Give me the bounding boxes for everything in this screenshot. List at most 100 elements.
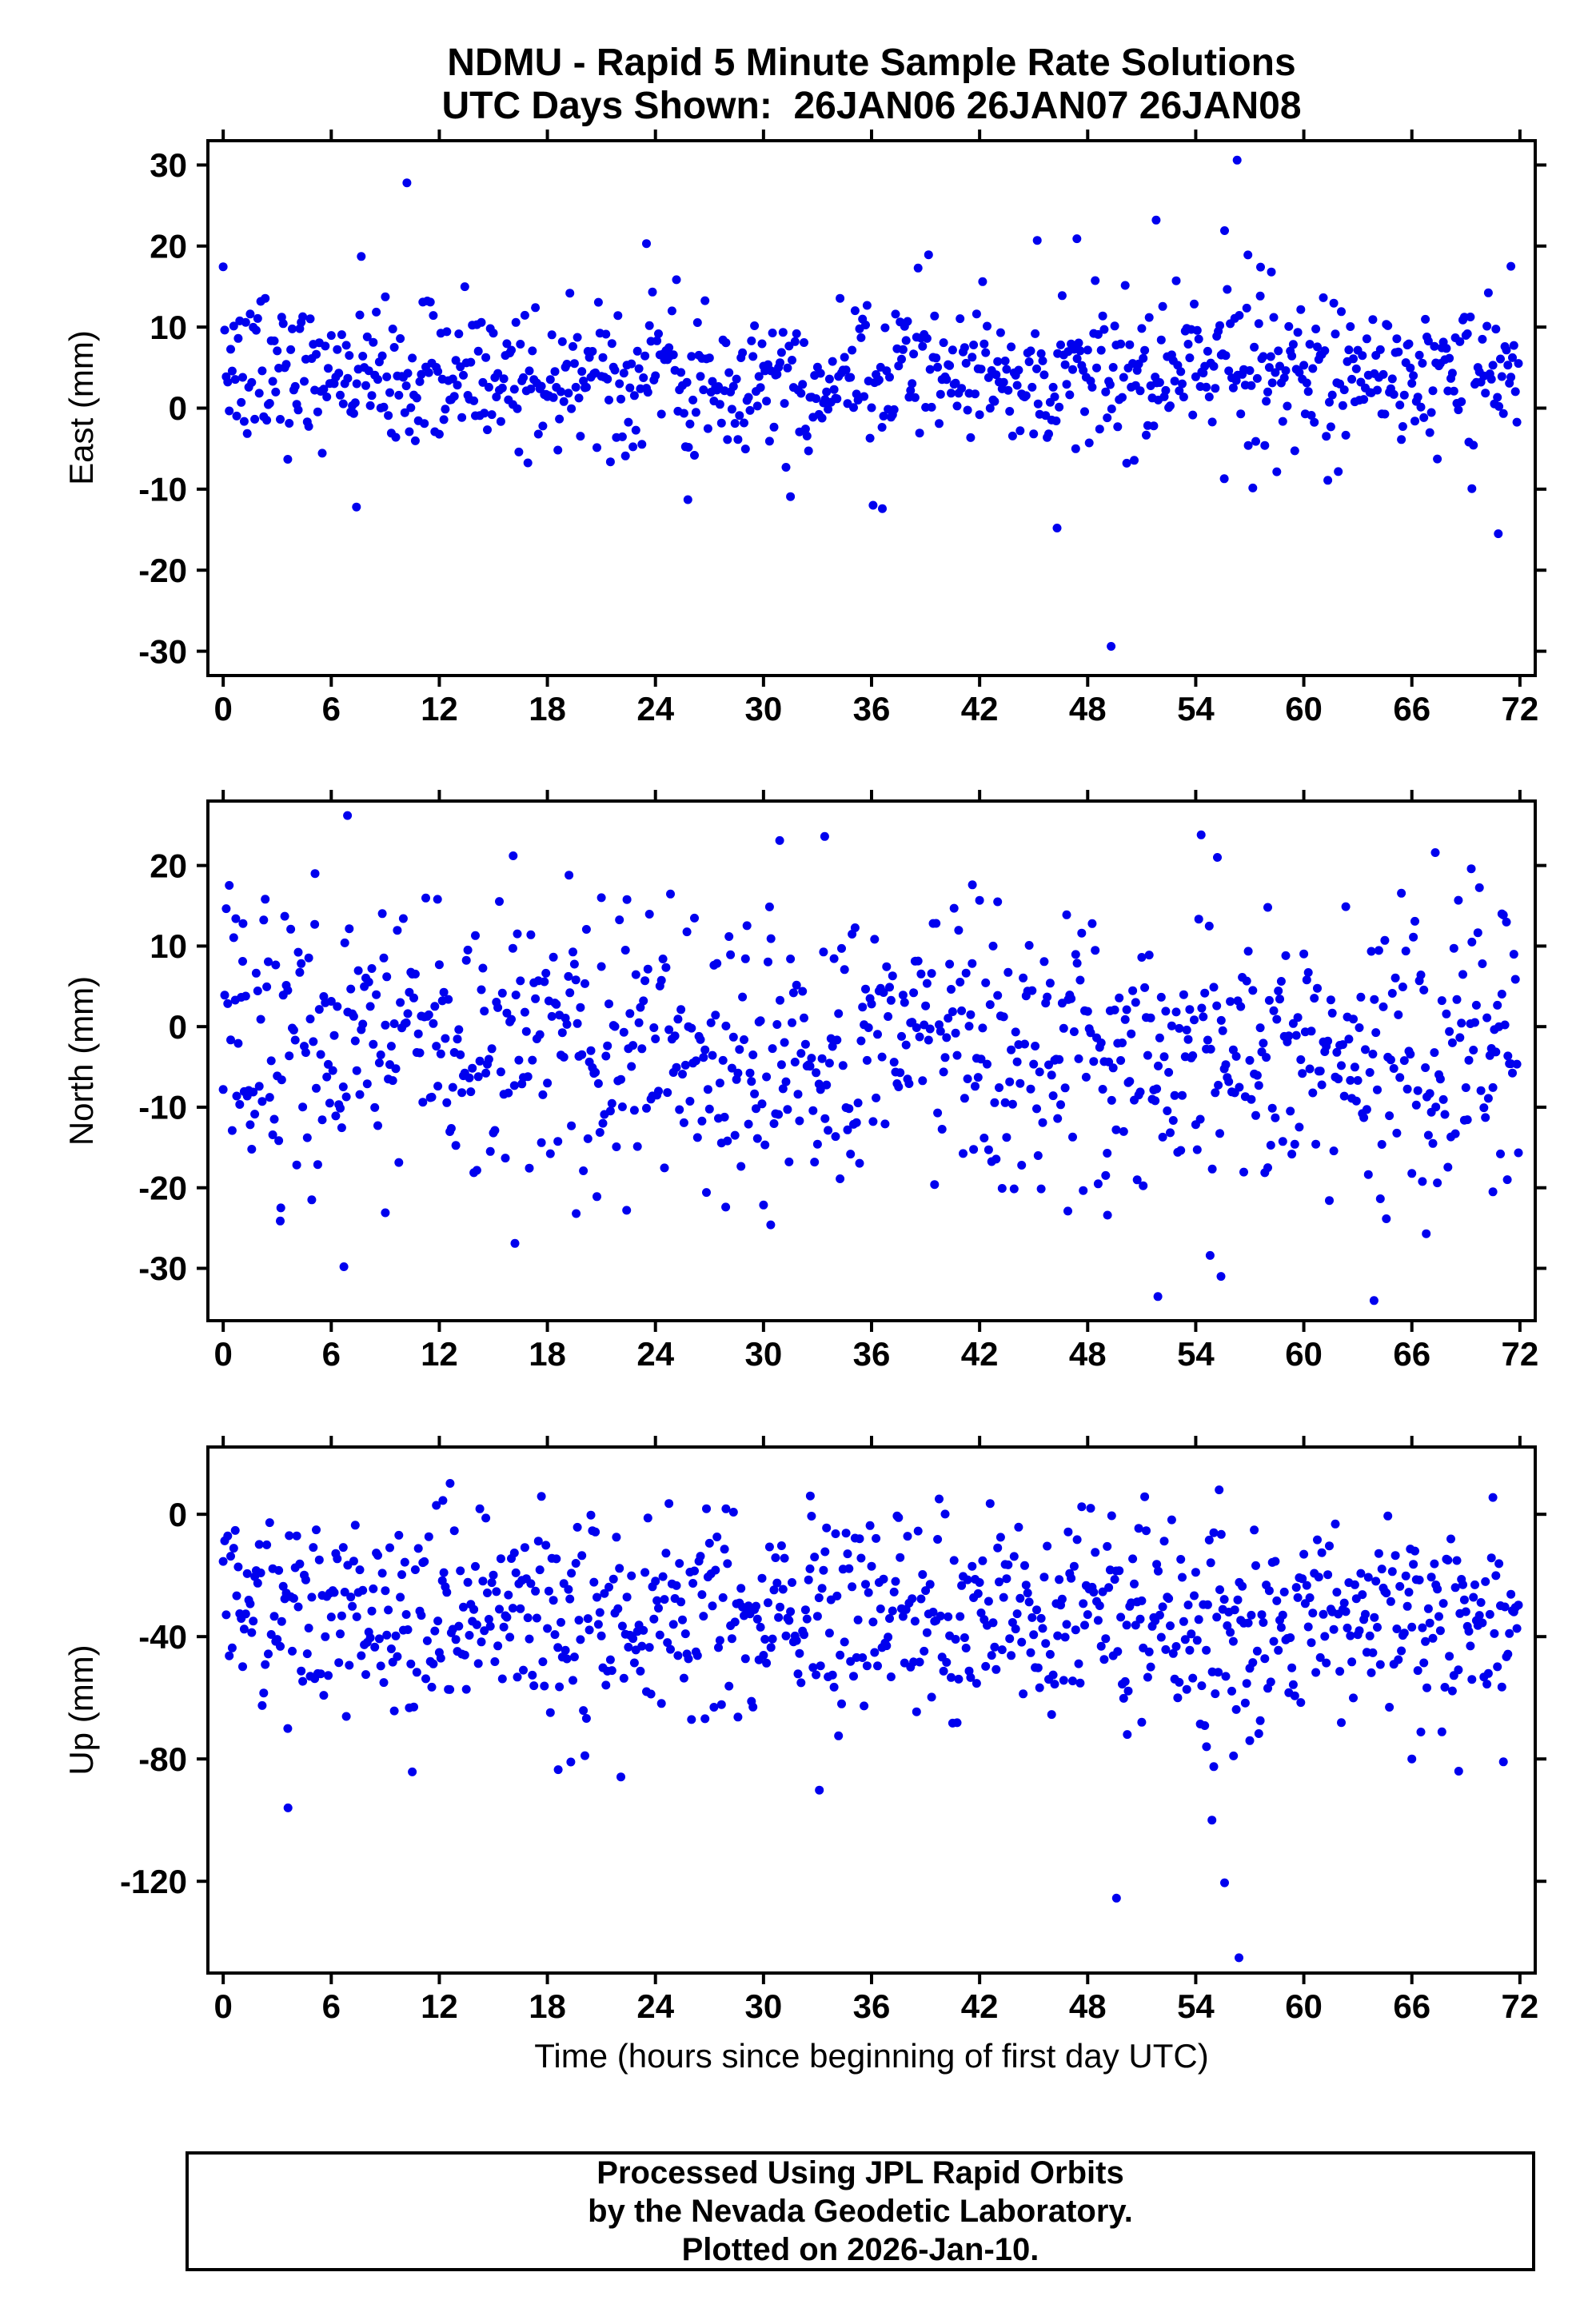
up-points xyxy=(218,1479,1523,1963)
data-point xyxy=(336,1629,345,1639)
data-point xyxy=(1158,1602,1167,1612)
data-point xyxy=(1239,1167,1248,1177)
data-point xyxy=(933,362,943,372)
data-point xyxy=(1395,1073,1405,1082)
data-point xyxy=(346,1593,356,1602)
up-x-tick-label: 18 xyxy=(529,1987,566,2025)
data-point xyxy=(1272,467,1282,476)
data-point xyxy=(651,1577,660,1586)
data-point xyxy=(1231,1704,1241,1714)
data-point xyxy=(742,921,752,931)
data-point xyxy=(942,1033,952,1042)
data-point xyxy=(469,396,479,405)
data-point xyxy=(675,1559,684,1569)
data-point xyxy=(636,1666,645,1676)
data-point xyxy=(514,447,524,456)
data-point xyxy=(526,930,536,939)
data-point xyxy=(649,1023,659,1032)
data-point xyxy=(1502,345,1511,355)
data-point xyxy=(704,1538,714,1548)
data-point xyxy=(1293,1013,1303,1022)
data-point xyxy=(289,1593,298,1603)
data-point xyxy=(903,317,912,326)
data-point xyxy=(504,1590,513,1600)
data-point xyxy=(1457,397,1466,406)
data-point xyxy=(738,348,748,357)
data-point xyxy=(843,1125,852,1134)
data-point-outlier xyxy=(968,880,977,890)
data-point xyxy=(1264,363,1274,373)
east-y-tick-label: -30 xyxy=(138,632,187,670)
data-point xyxy=(1122,1005,1131,1015)
data-point xyxy=(1425,1089,1434,1098)
data-point xyxy=(353,966,363,975)
up-ticks xyxy=(197,1436,1546,1984)
data-point xyxy=(632,1142,642,1151)
data-point xyxy=(668,350,678,360)
data-point xyxy=(1255,1716,1265,1725)
data-point xyxy=(1179,1616,1188,1626)
data-point xyxy=(772,369,782,379)
data-point xyxy=(750,321,760,330)
data-point xyxy=(1101,1170,1111,1180)
data-point xyxy=(800,1630,808,1640)
data-point xyxy=(978,1023,988,1033)
data-point xyxy=(1020,1039,1029,1049)
data-point xyxy=(1407,1622,1417,1632)
data-point xyxy=(1087,382,1097,392)
data-point xyxy=(372,307,381,317)
data-point-outlier xyxy=(721,1202,731,1212)
data-point xyxy=(740,1654,750,1664)
data-point xyxy=(295,1559,305,1569)
data-point xyxy=(1199,1012,1208,1022)
data-point xyxy=(1315,1066,1325,1076)
data-point xyxy=(1086,1504,1095,1513)
data-point xyxy=(408,1767,417,1776)
data-point xyxy=(690,451,699,460)
data-point xyxy=(1146,1662,1155,1672)
data-point xyxy=(394,1158,404,1167)
data-point xyxy=(1071,950,1080,959)
data-point xyxy=(1506,1589,1516,1599)
data-point xyxy=(608,1574,618,1584)
data-point xyxy=(434,960,444,970)
data-point xyxy=(1212,1612,1222,1622)
data-point xyxy=(381,1586,390,1596)
data-point xyxy=(867,1561,876,1571)
data-point xyxy=(643,388,652,397)
data-point xyxy=(957,1581,967,1590)
data-point xyxy=(1178,379,1187,389)
data-point xyxy=(1113,422,1123,432)
data-point xyxy=(1259,1038,1268,1048)
data-point xyxy=(884,1632,893,1642)
data-point xyxy=(475,1504,485,1513)
data-point xyxy=(1035,1683,1044,1692)
data-point xyxy=(1313,342,1322,352)
data-point xyxy=(1459,1595,1469,1604)
data-point xyxy=(1180,1635,1190,1644)
data-point xyxy=(245,1120,255,1130)
data-point xyxy=(373,375,382,385)
data-point xyxy=(261,895,270,904)
data-point xyxy=(812,394,821,404)
data-point xyxy=(1438,1094,1448,1104)
data-point xyxy=(1483,288,1493,297)
data-point xyxy=(1313,983,1322,993)
data-point xyxy=(676,1005,686,1015)
data-point xyxy=(1467,937,1477,947)
data-point xyxy=(1098,1085,1107,1094)
data-point xyxy=(576,432,585,441)
data-point xyxy=(1214,1080,1223,1090)
data-point xyxy=(305,314,315,324)
data-point xyxy=(1050,392,1059,401)
data-point xyxy=(874,375,884,385)
data-point xyxy=(877,423,887,432)
data-point xyxy=(334,1658,344,1668)
data-point xyxy=(1390,1551,1400,1561)
data-point xyxy=(984,1145,993,1154)
data-point xyxy=(807,1054,816,1063)
data-point xyxy=(646,1689,656,1699)
data-point xyxy=(1383,1511,1393,1521)
data-point xyxy=(1263,1163,1272,1173)
data-point xyxy=(316,1669,325,1679)
